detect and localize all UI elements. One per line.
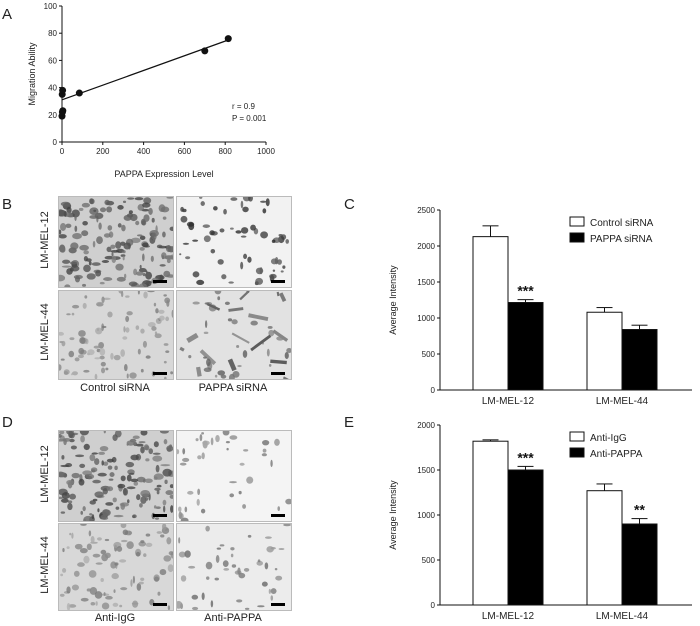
scale-bar	[153, 280, 167, 283]
e-y-axis-title: Average Intensity	[388, 480, 398, 550]
scale-bar	[271, 280, 285, 283]
scale-bar	[153, 372, 167, 375]
c-category-label: LM-MEL-44	[596, 396, 649, 407]
e-legend-swatch	[569, 431, 585, 442]
micrograph-b-lmmel44-pappa	[176, 290, 292, 380]
row-label-b-lmmel44: LM-MEL-44	[39, 303, 51, 361]
c-y-tick-label: 2500	[417, 206, 435, 215]
a-x-tick-label: 400	[137, 147, 151, 156]
micrograph-b-lmmel12-control	[58, 196, 174, 288]
e-y-tick-label: 2000	[417, 421, 435, 430]
scale-bar	[271, 372, 285, 375]
a-x-tick-label: 1000	[257, 147, 275, 156]
a-y-tick-label: 20	[48, 111, 57, 120]
micrograph-d-lmmel12-igg	[58, 430, 174, 522]
a-y-tick-label: 0	[53, 138, 58, 147]
a-x-tick-label: 200	[96, 147, 110, 156]
micrograph-b-lmmel12-pappa	[176, 196, 292, 288]
a-x-tick-label: 0	[60, 147, 65, 156]
e-y-tick-label: 1500	[417, 466, 435, 475]
col-label-d-antipappa: Anti-PAPPA	[204, 612, 262, 624]
c-bar	[586, 311, 623, 391]
a-x-axis-title: PAPPA Expression Level	[114, 169, 213, 179]
a-annotation-p: P = 0.001	[232, 114, 267, 123]
c-legend-swatch	[569, 232, 585, 243]
col-label-b-control: Control siRNA	[80, 382, 150, 394]
row-label-d-lmmel44: LM-MEL-44	[39, 536, 51, 594]
micrograph-b-lmmel44-control	[58, 290, 174, 380]
e-bar	[586, 490, 623, 606]
c-legend-swatch	[569, 216, 585, 227]
e-category-label: LM-MEL-12	[482, 611, 535, 622]
c-y-tick-label: 500	[422, 350, 436, 359]
c-bar	[507, 302, 544, 391]
a-fit-line	[61, 39, 229, 101]
panel-letter-e: E	[344, 414, 355, 431]
e-y-tick-label: 500	[422, 556, 436, 565]
a-data-point	[59, 86, 67, 94]
a-x-tick-label: 600	[178, 147, 192, 156]
col-label-b-pappa: PAPPA siRNA	[198, 382, 268, 394]
e-bar	[507, 469, 544, 606]
c-legend-label: PAPPA siRNA	[590, 234, 653, 245]
a-y-tick-label: 40	[48, 84, 57, 93]
a-y-tick-label: 100	[44, 2, 58, 11]
e-category-label: LM-MEL-44	[596, 611, 649, 622]
micrograph-d-lmmel44-igg	[58, 523, 174, 611]
a-y-tick-label: 60	[48, 56, 57, 65]
scale-bar	[153, 514, 167, 517]
a-data-point	[201, 47, 209, 55]
a-annotation-r: r = 0.9	[232, 102, 255, 111]
col-label-d-igg: Anti-IgG	[94, 612, 136, 624]
c-y-tick-label: 0	[431, 386, 436, 395]
row-label-b-lmmel12: LM-MEL-12	[39, 211, 51, 269]
e-bar	[621, 523, 658, 606]
e-y-tick-label: 1000	[417, 511, 435, 520]
e-legend-label: Anti-PAPPA	[590, 449, 643, 460]
a-x-tick-label: 800	[219, 147, 233, 156]
scale-bar	[153, 603, 167, 606]
a-y-axis-title: Migration Ability	[27, 42, 37, 106]
panel-letter-d: D	[2, 414, 13, 431]
c-y-tick-label: 2000	[417, 242, 435, 251]
a-data-point	[59, 107, 67, 115]
e-significance: ***	[517, 449, 534, 465]
c-y-tick-label: 1000	[417, 314, 435, 323]
c-significance: ***	[517, 283, 534, 299]
panel-letter-b: B	[2, 196, 13, 213]
e-significance: **	[634, 502, 645, 518]
a-data-point	[75, 89, 83, 97]
c-bar	[472, 236, 509, 391]
a-y-tick-label: 80	[48, 29, 57, 38]
e-legend-label: Anti-IgG	[590, 433, 627, 444]
c-bar	[621, 329, 658, 391]
a-data-point	[224, 35, 232, 43]
c-y-tick-label: 1500	[417, 278, 435, 287]
micrograph-d-lmmel44-antipappa	[176, 523, 292, 611]
panel-letter-a: A	[2, 6, 13, 23]
panel-letter-c: C	[344, 196, 355, 213]
c-legend-label: Control siRNA	[590, 218, 654, 229]
micrograph-d-lmmel12-antipappa	[176, 430, 292, 522]
scale-bar	[271, 514, 285, 517]
e-legend-swatch	[569, 447, 585, 458]
e-y-tick-label: 0	[431, 601, 436, 610]
c-category-label: LM-MEL-12	[482, 396, 535, 407]
row-label-d-lmmel12: LM-MEL-12	[39, 445, 51, 503]
c-y-axis-title: Average Intensity	[388, 265, 398, 335]
scale-bar	[271, 603, 285, 606]
e-bar	[472, 440, 509, 606]
